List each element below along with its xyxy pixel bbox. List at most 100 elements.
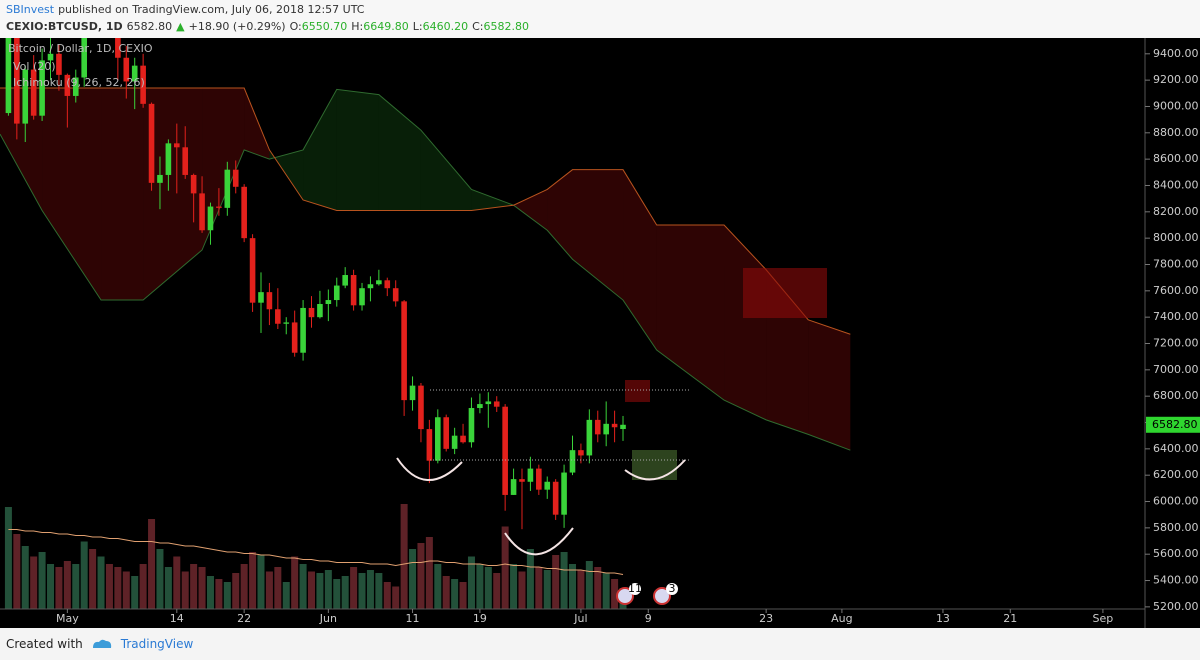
candle-body	[418, 385, 424, 430]
volume-bar	[240, 564, 248, 609]
volume-bar	[38, 552, 46, 609]
candle-body	[56, 53, 62, 75]
change: +18.90 (+0.29%)	[188, 20, 286, 33]
ichimoku-span-a	[0, 88, 851, 451]
volume-bar	[89, 549, 97, 609]
symbol: CEXIO:BTCUSD, 1D	[6, 20, 123, 33]
volume-bar	[215, 579, 223, 609]
events: 11 3	[616, 582, 678, 605]
volume-bar	[560, 552, 568, 609]
cloud-segment	[244, 88, 270, 160]
cloud-segment	[420, 130, 472, 211]
y-tick-label: 6000.00	[1153, 495, 1199, 508]
y-tick-label: 8600.00	[1153, 152, 1199, 165]
candle-body	[131, 65, 138, 82]
chart: 5200.00 5400.00 5600.00 5800.00 6000.00 6200.…	[0, 38, 1200, 628]
y-tick-label: 5600.00	[1153, 547, 1199, 560]
ichimoku-cloud	[0, 87, 851, 451]
x-tick-label: 11	[406, 612, 420, 625]
candle-body	[477, 404, 483, 409]
open-label: O:	[289, 20, 302, 33]
cloud-segment	[0, 88, 43, 211]
volume-bar	[425, 537, 433, 609]
x-tick-label: Jun	[319, 612, 337, 625]
candle-body	[569, 450, 576, 473]
volume-bar	[223, 582, 231, 609]
candle-body	[232, 169, 239, 187]
ichimoku-span-b	[0, 87, 851, 335]
volume-bar	[535, 567, 543, 609]
candle-body	[502, 406, 508, 495]
volume-bar	[249, 552, 257, 609]
volume-bar	[21, 546, 29, 609]
cloud-segment	[572, 169, 624, 301]
y-tick-label: 5800.00	[1153, 521, 1199, 534]
volume-bar	[139, 564, 147, 609]
candle-body	[350, 275, 357, 306]
low-value: 6460.20	[422, 20, 469, 33]
volume-bar	[451, 579, 459, 609]
volume-bar	[282, 582, 290, 609]
brand[interactable]: TradingView	[120, 637, 194, 651]
candle-body	[333, 285, 340, 301]
author[interactable]: SBInvest	[6, 3, 55, 16]
volume-bar	[341, 576, 349, 609]
candle-body	[14, 38, 20, 124]
volume-bar	[55, 567, 63, 609]
candle-body	[64, 74, 71, 96]
annotations	[396, 268, 827, 556]
candle-body	[249, 238, 256, 303]
volume-bar	[80, 541, 88, 609]
candle-body	[426, 429, 433, 461]
candle-body	[493, 401, 500, 407]
candle-body	[384, 280, 391, 289]
volume-bar	[324, 570, 332, 609]
y-tick-label: 8400.00	[1153, 178, 1199, 191]
candle-body	[30, 69, 37, 116]
candle-body	[620, 424, 626, 430]
candle-body	[317, 303, 323, 318]
volume-bar	[602, 573, 610, 609]
volume-bar	[484, 567, 492, 609]
event-icon	[653, 587, 671, 605]
cloud-segment	[656, 224, 725, 401]
volume-bar	[543, 570, 551, 609]
volume-bar	[526, 549, 534, 609]
volume-bar	[181, 571, 189, 609]
volume-bar	[476, 564, 484, 609]
y-tick-label: 9400.00	[1153, 47, 1199, 60]
candle-body	[266, 292, 273, 310]
quote-line: CEXIO:BTCUSD, 1D 6582.80 ▲ +18.90 (+0.29…	[6, 20, 529, 33]
volume-bar	[232, 573, 240, 609]
candle-body	[392, 288, 399, 302]
candle-body	[22, 69, 29, 124]
candle-body	[409, 385, 416, 401]
candle-body	[536, 468, 542, 490]
candle-body	[527, 468, 534, 482]
volume-bar	[569, 564, 576, 609]
volume-bar	[400, 504, 408, 609]
volume-bar	[198, 567, 206, 609]
x-tick-label: 9	[645, 612, 652, 625]
created-with: Created with	[6, 637, 83, 651]
event-badge	[666, 583, 678, 595]
candle-body	[275, 309, 281, 324]
volume-bar	[4, 507, 12, 609]
cloud-segment	[471, 189, 514, 211]
candle-body	[561, 472, 567, 515]
y-tick-label: 9000.00	[1153, 99, 1199, 112]
volume-bar	[467, 556, 475, 609]
volume-bar	[190, 564, 198, 609]
volume-bar	[501, 526, 509, 609]
price: 6582.80	[126, 20, 173, 33]
candle-body	[552, 481, 559, 515]
candle-body	[359, 288, 365, 306]
candle-body	[342, 275, 348, 286]
x-tick-label: 23	[759, 612, 773, 625]
volume-bar	[434, 564, 442, 609]
volume-bar	[358, 573, 366, 609]
candle-body	[401, 301, 407, 401]
volume-bar	[257, 555, 265, 609]
support-box	[632, 450, 677, 480]
